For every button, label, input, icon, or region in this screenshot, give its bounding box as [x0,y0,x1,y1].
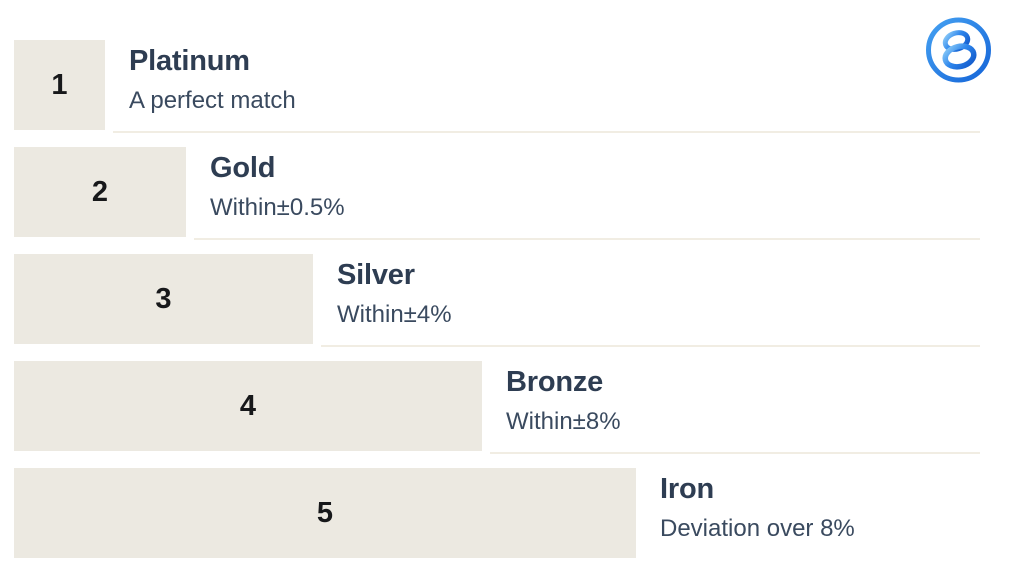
tier-bar: 3 [14,254,313,344]
tier-row-platinum: 1 Platinum A perfect match [14,40,1024,133]
tier-bar: 2 [14,147,186,237]
tier-description: A perfect match [129,87,296,115]
tier-info: Platinum A perfect match [129,40,296,114]
tier-title: Gold [210,152,276,184]
tier-rank: 5 [316,496,334,529]
tier-rank: 2 [91,175,109,208]
tier-title: Platinum [129,45,250,77]
tier-rank: 1 [51,68,68,101]
tier-info: Silver Within±4% [337,254,452,328]
tier-rank: 3 [155,282,172,315]
tier-row-gold: 2 Gold Within±0.5% [14,147,1024,240]
row-divider [321,345,980,347]
tier-bar: 4 [14,361,482,451]
tier-row-silver: 3 Silver Within±4% [14,254,1024,347]
tier-info: Iron Deviation over 8% [660,468,855,542]
tier-description: Within±4% [337,301,452,329]
tier-description: Within±8% [506,408,621,436]
figure-eight-logo-icon [926,17,991,83]
tier-title: Iron [660,473,714,505]
tier-row-iron: 5 Iron Deviation over 8% [14,468,1024,558]
tier-info: Bronze Within±8% [506,361,621,435]
row-divider [113,131,980,133]
brand-logo [925,17,992,83]
tier-list: 1 Platinum A perfect match 2 Gold Within… [14,40,1024,575]
tier-rank: 4 [239,389,257,422]
tier-description: Deviation over 8% [660,515,855,543]
row-divider [490,452,980,454]
row-divider [194,238,980,240]
tier-title: Silver [337,259,415,291]
tier-title: Bronze [506,366,604,398]
tier-bar: 5 [14,468,636,558]
tier-info: Gold Within±0.5% [210,147,345,221]
tier-bar: 1 [14,40,105,130]
tier-description: Within±0.5% [210,194,345,222]
tier-row-bronze: 4 Bronze Within±8% [14,361,1024,454]
